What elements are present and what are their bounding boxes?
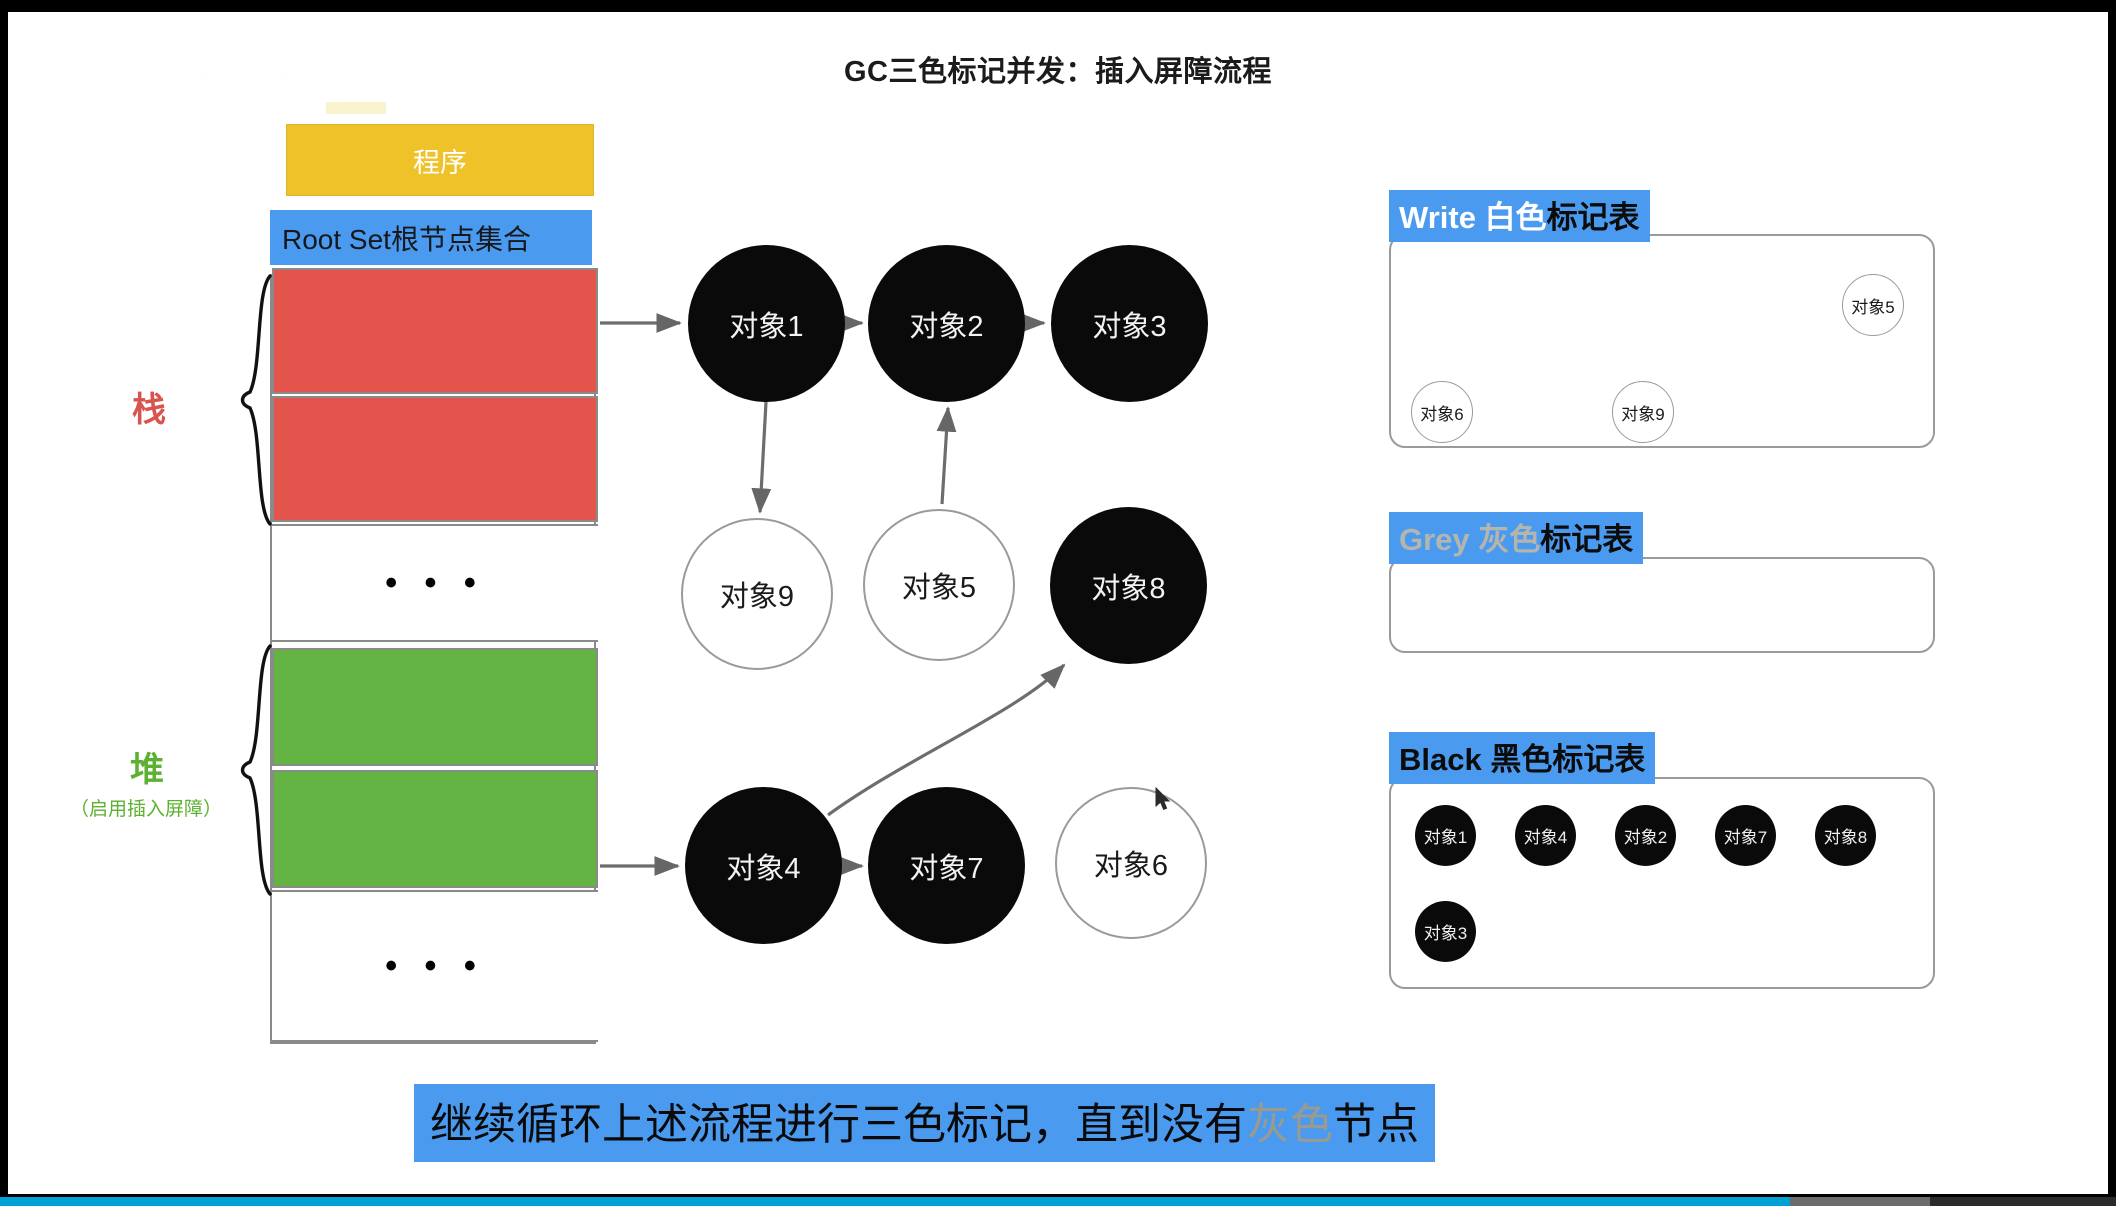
white-table-header-cn-colored: 白色 xyxy=(1484,200,1547,235)
black-table-header: Black 黑色标记表 xyxy=(1389,732,1656,784)
black-table-chip-obj4[interactable]: 对象4 xyxy=(1515,805,1576,866)
video-progress-played xyxy=(0,1197,1791,1206)
black-table-header-en: Black xyxy=(1399,742,1491,777)
stack-label: 栈 xyxy=(132,391,166,429)
heap-sublabel: （启用插入屏障） xyxy=(70,799,223,820)
graph-node-obj3[interactable]: 对象3 xyxy=(1051,245,1208,402)
graph-node-obj1-label: 对象1 xyxy=(729,310,804,343)
graph-node-obj7[interactable]: 对象7 xyxy=(868,787,1025,944)
black-table-chip-obj8[interactable]: 对象8 xyxy=(1815,805,1876,866)
caption-pre: 继续循环上述流程进行三色标记，直到没有 xyxy=(430,1101,1247,1149)
grey-table-box xyxy=(1389,557,1935,653)
root-set-box: Root Set根节点集合 xyxy=(270,210,592,265)
stack-ellipsis: • • • xyxy=(272,524,598,642)
watermark-bar xyxy=(326,102,386,114)
heap-brace xyxy=(236,644,278,896)
edge-obj1-to-obj9 xyxy=(751,401,772,514)
graph-node-obj7-label: 对象7 xyxy=(909,852,984,885)
graph-node-obj4-label: 对象4 xyxy=(726,852,801,885)
graph-node-obj5-label: 对象5 xyxy=(901,572,977,604)
graph-node-obj8[interactable]: 对象8 xyxy=(1050,507,1207,664)
slide-title: GC三色标记并发：插入屏障流程 xyxy=(843,56,1272,88)
heap-slot-2 xyxy=(272,770,598,888)
graph-node-obj9[interactable]: 对象9 xyxy=(681,518,833,670)
black-table-box: 对象1 对象4 对象2 对象7 对象8 对象3 xyxy=(1389,777,1935,989)
program-label: 程序 xyxy=(413,147,467,178)
grey-table-header-cn-colored: 灰色 xyxy=(1478,522,1541,557)
video-progress-bar[interactable] xyxy=(0,1197,2116,1206)
white-table-header-en: Write xyxy=(1399,200,1485,235)
mouse-cursor xyxy=(1155,787,1171,811)
white-table-chip-obj9[interactable]: 对象9 xyxy=(1612,381,1674,443)
graph-node-obj4[interactable]: 对象4 xyxy=(685,787,842,944)
stack-ellipsis-glyph: • • • xyxy=(385,564,485,602)
graph-node-obj2-label: 对象2 xyxy=(909,310,984,343)
caption-grey-word: 灰色 xyxy=(1247,1101,1333,1149)
program-box: 程序 xyxy=(286,124,594,196)
white-table-chip-obj9-label: 对象9 xyxy=(1621,404,1665,424)
graph-node-obj3-label: 对象3 xyxy=(1092,310,1167,343)
black-table-chip-obj1-label: 对象1 xyxy=(1423,828,1468,847)
graph-node-obj9-label: 对象9 xyxy=(719,581,795,613)
white-table-header-cn-black: 标记表 xyxy=(1546,200,1640,235)
black-table-chip-obj1[interactable]: 对象1 xyxy=(1415,805,1476,866)
black-table-chip-obj7[interactable]: 对象7 xyxy=(1715,805,1776,866)
grey-table-header-cn-black: 标记表 xyxy=(1540,522,1634,557)
black-table-chip-obj3-label: 对象3 xyxy=(1423,924,1468,943)
video-progress-buffer xyxy=(1790,1197,1930,1206)
white-table-chip-obj5[interactable]: 对象5 xyxy=(1842,274,1904,336)
black-table-chip-obj4-label: 对象4 xyxy=(1523,828,1568,847)
graph-node-obj5[interactable]: 对象5 xyxy=(863,509,1015,661)
black-table-header-cn-black: 标记表 xyxy=(1552,742,1646,777)
edge-obj5-to-obj2 xyxy=(936,406,957,505)
graph-node-obj2[interactable]: 对象2 xyxy=(868,245,1025,402)
heap-ellipsis-glyph: • • • xyxy=(385,947,485,985)
white-table-box: 对象5 对象6 对象9 xyxy=(1389,234,1935,448)
heap-label: 堆 xyxy=(130,751,164,789)
slide-caption: 继续循环上述流程进行三色标记，直到没有灰色节点 xyxy=(414,1084,1435,1162)
white-table-chip-obj6[interactable]: 对象6 xyxy=(1411,381,1473,443)
heap-slot-1 xyxy=(272,648,598,766)
grey-table-header-en: Grey xyxy=(1399,522,1479,557)
black-table-chip-obj2[interactable]: 对象2 xyxy=(1615,805,1676,866)
graph-node-obj8-label: 对象8 xyxy=(1091,572,1166,605)
graph-node-obj6[interactable]: 对象6 xyxy=(1055,787,1207,939)
caption-post: 节点 xyxy=(1333,1101,1419,1149)
white-table-chip-obj6-label: 对象6 xyxy=(1420,404,1464,424)
stack-brace xyxy=(236,274,278,526)
slide-canvas: bilibili bilibili GC三色标记并发：插入屏障流程 程序 Roo… xyxy=(8,12,2108,1194)
grey-table-header: Grey 灰色标记表 xyxy=(1389,512,1644,564)
black-table-header-cn-colored: 黑色 xyxy=(1490,742,1553,777)
root-set-label: Root Set根节点集合 xyxy=(282,223,531,255)
black-table-chip-obj7-label: 对象7 xyxy=(1723,828,1768,847)
white-table-header: Write 白色标记表 xyxy=(1389,190,1650,242)
stack-slot-1 xyxy=(272,268,598,394)
graph-node-obj6-label: 对象6 xyxy=(1093,850,1169,882)
heap-ellipsis: • • • xyxy=(272,890,598,1042)
white-table-chip-obj5-label: 对象5 xyxy=(1851,297,1895,317)
black-table-chip-obj8-label: 对象8 xyxy=(1823,828,1868,847)
black-table-chip-obj3[interactable]: 对象3 xyxy=(1415,901,1476,962)
stack-slot-2 xyxy=(272,396,598,522)
graph-node-obj1[interactable]: 对象1 xyxy=(688,245,845,402)
black-table-chip-obj2-label: 对象2 xyxy=(1623,828,1668,847)
